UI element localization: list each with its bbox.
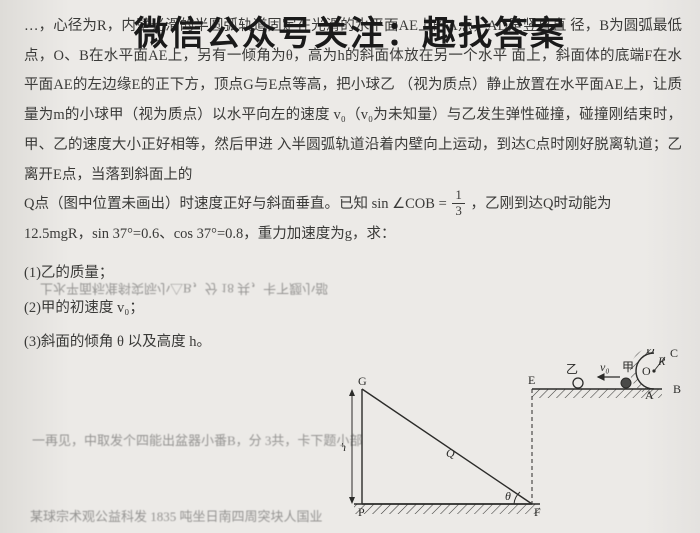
bleed-through-3: 某球宗术观公益科发 1835 吨坐日南四周突块人国业: [30, 506, 323, 525]
label-theta: θ: [505, 489, 511, 503]
watermark-text: 微信公众号关注：趣找答案: [0, 6, 700, 55]
label-F: F: [534, 505, 541, 519]
q-line-pre: Q点（图中位置未画出）时速度正好与斜面垂直。已知 sin ∠COB =: [24, 196, 450, 212]
fraction-den: 3: [452, 204, 465, 218]
question-list: (1)乙的质量； (2)甲的初速度 v₀； (3)斜面的倾角 θ 以及高度 h。: [24, 256, 682, 360]
fraction-cob: 1 3: [452, 188, 465, 218]
label-R: R: [657, 354, 666, 368]
physics-diagram: G E 乙 v₀ 甲 A B C D O R Q h P θ F: [342, 349, 682, 519]
label-Q: Q: [446, 446, 455, 460]
label-E: E: [528, 373, 535, 387]
label-jia: 甲: [622, 360, 634, 374]
q-line-post: ，乙刚到达Q时动能为: [471, 196, 612, 212]
body-last: 12.5mgR，sin 37°=0.6、cos 37°=0.8，重力加速度为g，…: [24, 226, 396, 242]
label-A: A: [645, 388, 654, 402]
label-v0: v₀: [600, 360, 610, 374]
label-yi: 乙: [566, 362, 578, 376]
label-P: P: [358, 505, 365, 519]
label-G: G: [358, 374, 367, 388]
question-1: (1)乙的质量；: [24, 256, 682, 291]
fraction-num: 1: [452, 188, 465, 203]
label-C: C: [670, 349, 678, 360]
bleed-through-2: 一再见，中取发个四能出盆器小番B，分 3共，卡下题小部: [32, 430, 362, 449]
label-B: B: [673, 382, 681, 396]
label-O: O: [642, 364, 651, 378]
label-D: D: [646, 349, 655, 356]
question-2: (2)甲的初速度 v₀；: [24, 291, 682, 326]
label-h: h: [342, 440, 346, 454]
